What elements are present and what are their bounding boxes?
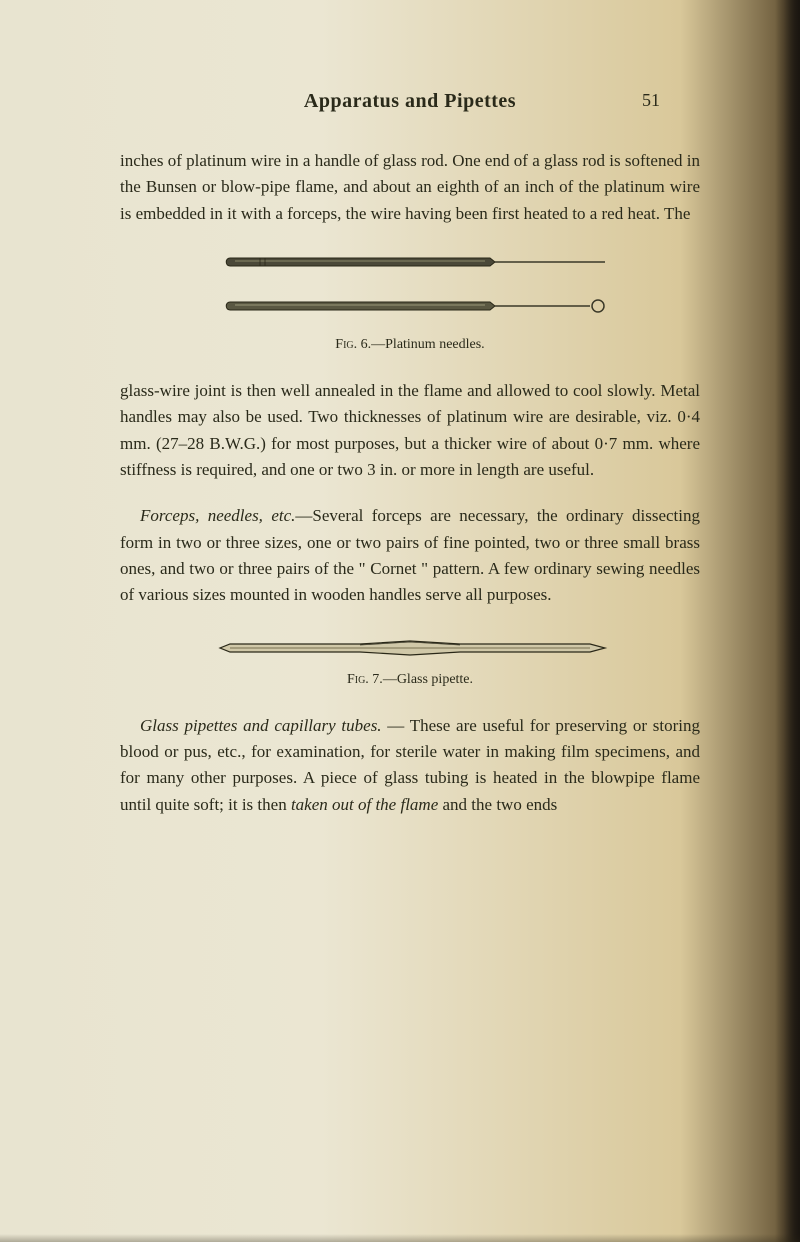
figure-7-caption: Fig. 7.—Glass pipette. <box>120 672 700 688</box>
fig7-text: —Glass pipette. <box>383 672 473 687</box>
needle-2-illustration <box>210 296 610 322</box>
page-content: Apparatus and Pipettes 51 inches of plat… <box>0 0 800 898</box>
p4-end: and the two ends <box>438 795 557 814</box>
page-number: 51 <box>642 90 660 111</box>
needle-1-illustration <box>210 252 610 278</box>
paragraph-3: Forceps, needles, etc.—Several forceps a… <box>120 503 700 608</box>
pipette-illustration <box>210 639 610 657</box>
fig7-label: Fig. 7. <box>347 672 383 687</box>
figure-6 <box>120 252 700 322</box>
bottom-shadow <box>0 1234 800 1242</box>
fig6-label: Fig. 6. <box>335 337 371 352</box>
header-title: Apparatus and Pipettes <box>304 90 516 113</box>
page-header: Apparatus and Pipettes 51 <box>120 90 700 113</box>
spine-shadow <box>775 0 800 1242</box>
figure-7 <box>120 639 700 657</box>
paragraph-1: inches of platinum wire in a handle of g… <box>120 148 700 227</box>
paragraph-2: glass-wire joint is then well annealed i… <box>120 378 700 483</box>
p3-label: Forceps, needles, etc. <box>140 506 295 525</box>
fig6-text: —Platinum needles. <box>371 337 485 352</box>
p4-italic2: taken out of the flame <box>291 795 438 814</box>
figure-6-caption: Fig. 6.—Platinum needles. <box>120 337 700 353</box>
p4-label: Glass pipettes and capillary tubes. <box>140 716 382 735</box>
paragraph-4: Glass pipettes and capillary tubes. — Th… <box>120 713 700 818</box>
